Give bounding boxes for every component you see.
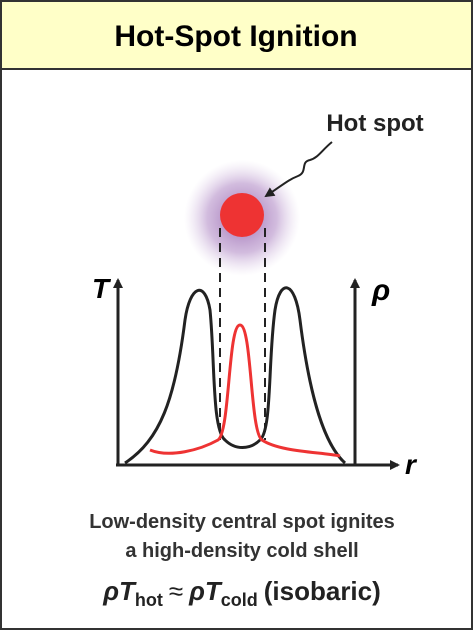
formula-relation: ≈ — [169, 576, 183, 606]
hot-spot-label: Hot spot — [326, 110, 423, 137]
formula-left-sub: hot — [135, 590, 163, 610]
caption-line: a high-density cold shell — [125, 540, 358, 562]
caption-line: Low-density central spot ignites — [89, 511, 395, 533]
formula-right: ρT — [188, 576, 223, 606]
density-curve — [149, 323, 341, 458]
t-label: T — [92, 273, 112, 304]
title-bar — [0, 0, 473, 70]
formula-right-sub: cold — [221, 590, 258, 610]
temperature-curve — [124, 286, 347, 465]
formula-note: (isobaric) — [264, 576, 381, 606]
hot-spot — [220, 193, 264, 237]
formula-left: ρT — [102, 576, 137, 606]
title: Hot-Spot Ignition — [114, 20, 357, 53]
r-label: r — [405, 449, 418, 480]
pointer-arrow — [264, 141, 333, 198]
formula: ρThot ≈ ρTcold (isobaric) — [102, 576, 381, 610]
rho-label: ρ — [371, 274, 390, 307]
